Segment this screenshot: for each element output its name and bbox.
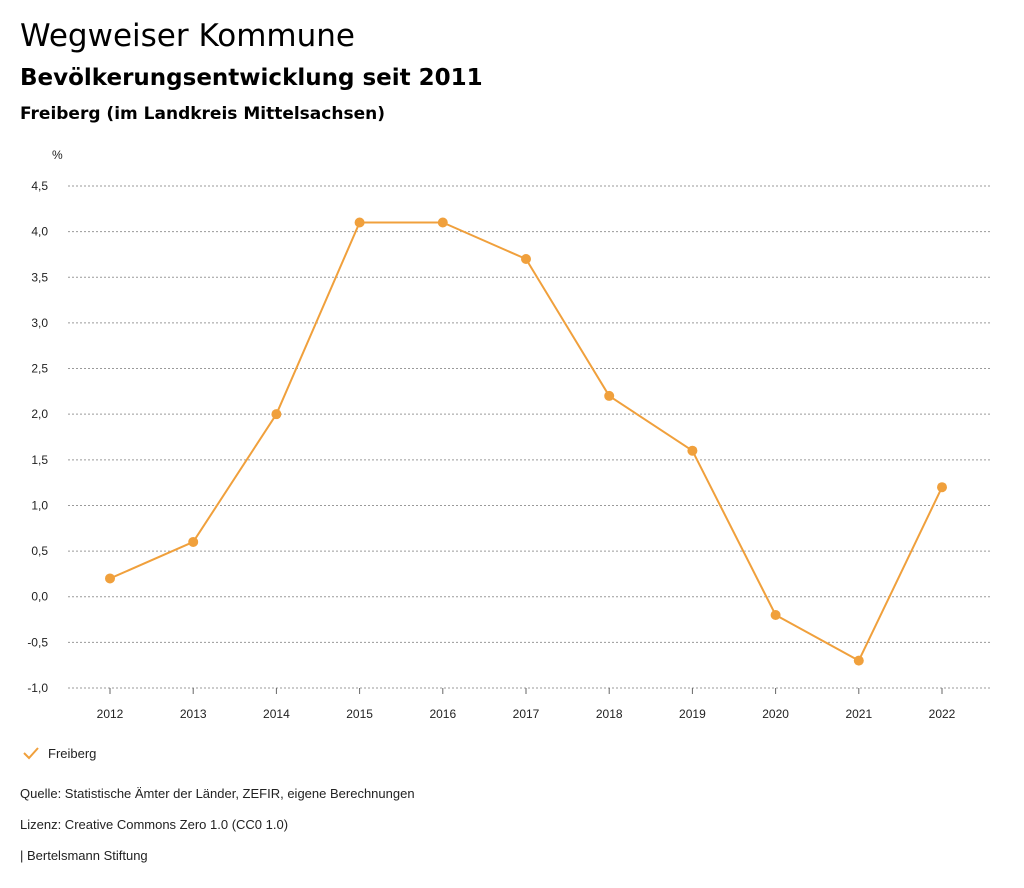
series-freiberg	[105, 217, 947, 666]
y-tick-label: 0,5	[31, 544, 48, 558]
x-tick-label: 2014	[263, 707, 290, 721]
data-point-2018[interactable]	[604, 390, 615, 401]
data-point-2021[interactable]	[853, 655, 864, 666]
x-tick-label: 2020	[762, 707, 789, 721]
region-label: Freiberg (im Landkreis Mittelsachsen)	[20, 104, 385, 124]
x-axis-ticks: 2012 2013 2014 2015 2016 2017 2018 2019 2020 2021…	[97, 688, 956, 721]
x-tick-label: 2021	[845, 707, 872, 721]
x-tick-label: 2019	[679, 707, 706, 721]
license-note: Lizenz: Creative Commons Zero 1.0 (CC0 1…	[20, 817, 289, 832]
data-point-2019[interactable]	[687, 445, 698, 456]
series-line	[109, 221, 943, 662]
publisher-note: | Bertelsmann Stiftung	[20, 848, 148, 863]
x-tick-label: 2016	[429, 707, 456, 721]
x-tick-label: 2022	[929, 707, 956, 721]
y-tick-label: -0,5	[27, 635, 48, 649]
x-tick-label: 2015	[346, 707, 373, 721]
y-tick-label: 0,0	[31, 590, 48, 604]
y-tick-label: 1,5	[31, 453, 48, 467]
y-tick-label: 3,5	[31, 270, 48, 284]
y-tick-label: -1,0	[27, 681, 48, 695]
legend[interactable]: Freiberg	[22, 745, 96, 761]
data-point-2013[interactable]	[188, 536, 199, 547]
y-tick-label: 4,0	[31, 225, 48, 239]
data-point-2015[interactable]	[354, 217, 365, 228]
y-tick-label: 2,0	[31, 407, 48, 421]
y-tick-label: 2,5	[31, 362, 48, 376]
chart-subtitle: Bevölkerungsentwicklung seit 2011	[20, 65, 483, 91]
y-tick-label: 1,0	[31, 498, 48, 512]
data-point-2017[interactable]	[521, 254, 531, 265]
data-point-2014[interactable]	[271, 409, 282, 420]
x-tick-label: 2018	[596, 707, 623, 721]
legend-label-freiberg: Freiberg	[48, 745, 97, 761]
check-icon	[23, 747, 39, 760]
line-chart: % 4,5 4,0 3,5 3,0 2,5 2,0 1,5 1,0 0,5 0,0 -0,5 -1,0…	[27, 148, 990, 721]
data-point-2020[interactable]	[770, 609, 781, 620]
x-tick-label: 2017	[513, 707, 540, 721]
data-point-2016[interactable]	[437, 217, 448, 228]
y-axis-ticks: 4,5 4,0 3,5 3,0 2,5 2,0 1,5 1,0 0,5 0,0 -0,5 -1,0	[27, 179, 48, 695]
x-tick-label: 2012	[97, 707, 124, 721]
source-note: Quelle: Statistische Ämter der Länder, Z…	[20, 786, 415, 801]
y-tick-label: 4,5	[31, 179, 48, 193]
grid-lines	[68, 185, 990, 689]
y-axis-unit: %	[52, 148, 63, 162]
data-point-2022[interactable]	[937, 482, 947, 493]
page-title: Wegweiser Kommune	[20, 18, 355, 54]
x-tick-label: 2013	[180, 707, 207, 721]
data-point-2012[interactable]	[105, 573, 115, 584]
y-tick-label: 3,0	[31, 316, 48, 330]
